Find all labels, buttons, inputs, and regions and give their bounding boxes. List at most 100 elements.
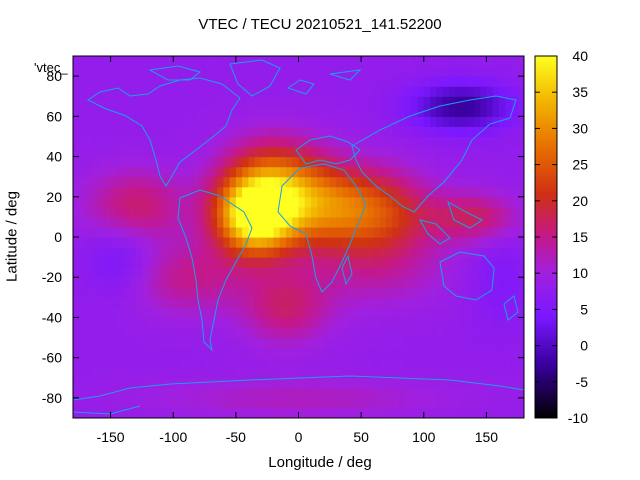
heatmap-cell — [411, 347, 419, 359]
heatmap-cell — [467, 196, 475, 208]
heatmap-cell — [436, 176, 444, 188]
heatmap-cell — [304, 196, 312, 208]
heatmap-cell — [367, 126, 375, 138]
heatmap-cell — [336, 216, 343, 228]
heatmap-cell — [110, 317, 118, 329]
heatmap-cell — [242, 76, 249, 87]
heatmap-cell — [480, 146, 488, 158]
heatmap-cell — [442, 347, 450, 359]
heatmap-cell — [398, 377, 406, 389]
heatmap-cell — [461, 146, 469, 158]
heatmap-cell — [442, 186, 450, 198]
heatmap-cell — [348, 237, 356, 248]
heatmap-cell — [91, 86, 99, 97]
heatmap-cell — [361, 357, 368, 369]
heatmap-cell — [511, 156, 519, 168]
heatmap-cell — [267, 287, 275, 298]
heatmap-cell — [267, 297, 275, 308]
heatmap-cell — [279, 176, 287, 188]
heatmap-cell — [367, 56, 375, 67]
heatmap-cell — [361, 96, 368, 107]
heatmap-cell — [379, 76, 387, 87]
heatmap-cell — [361, 116, 368, 127]
heatmap-cell — [373, 166, 381, 178]
heatmap-cell — [323, 377, 331, 389]
heatmap-cell — [110, 287, 118, 298]
heatmap-cell — [442, 307, 450, 319]
heatmap-cell — [467, 116, 475, 127]
heatmap-cell — [148, 156, 156, 168]
heatmap-cell — [116, 267, 124, 278]
heatmap-cell — [373, 397, 381, 409]
heatmap-cell — [248, 337, 256, 349]
heatmap-cell — [361, 186, 368, 198]
heatmap-cell — [166, 367, 174, 379]
heatmap-cell — [311, 297, 318, 308]
heatmap-cell — [404, 367, 412, 379]
heatmap-cell — [185, 287, 193, 298]
heatmap-cell — [367, 387, 375, 399]
heatmap-cell — [179, 247, 187, 258]
heatmap-cell — [141, 237, 149, 248]
heatmap-cell — [517, 76, 524, 87]
heatmap-cell — [267, 56, 275, 67]
heatmap-cell — [160, 96, 168, 107]
heatmap-cell — [386, 267, 394, 278]
heatmap-cell — [160, 66, 168, 77]
heatmap-cell — [386, 307, 394, 319]
heatmap-cell — [104, 146, 112, 158]
heatmap-cell — [198, 347, 206, 359]
heatmap-cell — [480, 357, 488, 369]
heatmap-cell — [511, 397, 519, 409]
heatmap-cell — [336, 317, 343, 329]
heatmap-cell — [160, 267, 168, 278]
heatmap-cell — [279, 337, 287, 349]
heatmap-cell — [166, 106, 174, 117]
heatmap-cell — [148, 407, 156, 418]
heatmap-cell — [304, 216, 312, 228]
heatmap-cell — [430, 317, 437, 329]
heatmap-cell — [404, 176, 412, 188]
heatmap-cell — [173, 297, 181, 308]
heatmap-cell — [486, 387, 494, 399]
heatmap-cell — [242, 237, 249, 248]
heatmap-cell — [210, 367, 218, 379]
heatmap-cell — [398, 126, 406, 138]
heatmap-cell — [486, 196, 494, 208]
heatmap-cell — [173, 106, 181, 117]
heatmap-cell — [79, 397, 87, 409]
heatmap-cell — [517, 166, 524, 178]
heatmap-cell — [455, 307, 462, 319]
heatmap-cell — [298, 317, 306, 329]
heatmap-cell — [104, 297, 112, 308]
heatmap-cell — [235, 257, 243, 268]
heatmap-cell — [123, 297, 130, 308]
heatmap-cell — [129, 226, 137, 238]
heatmap-cell — [448, 327, 456, 339]
heatmap-cell — [373, 136, 381, 148]
heatmap-cell — [210, 387, 218, 399]
heatmap-cell — [467, 377, 475, 389]
heatmap-cell — [279, 407, 287, 418]
heatmap-cell — [461, 277, 469, 288]
heatmap-cell — [73, 377, 80, 389]
heatmap-cell — [404, 66, 412, 77]
heatmap-cell — [160, 186, 168, 198]
heatmap-cell — [417, 226, 425, 238]
heatmap-cell — [448, 136, 456, 148]
heatmap-cell — [317, 146, 325, 158]
heatmap-cell — [336, 337, 343, 349]
heatmap-cell — [392, 226, 400, 238]
heatmap-cell — [285, 377, 293, 389]
heatmap-cell — [135, 367, 143, 379]
heatmap-cell — [104, 337, 112, 349]
heatmap-cell — [135, 297, 143, 308]
heatmap-cell — [223, 176, 231, 188]
heatmap-cell — [110, 216, 118, 228]
heatmap-cell — [79, 317, 87, 329]
heatmap-cell — [235, 56, 243, 67]
heatmap-cell — [254, 317, 262, 329]
heatmap-cell — [279, 156, 287, 168]
heatmap-cell — [505, 96, 513, 107]
heatmap-cell — [292, 176, 300, 188]
